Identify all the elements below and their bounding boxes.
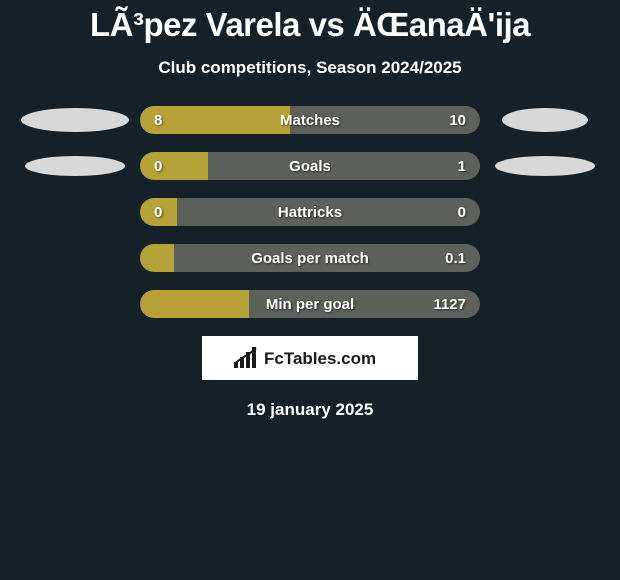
stat-rows: 8Matches100Goals10Hattricks0Goals per ma…: [0, 106, 620, 318]
left-ellipse-icon: [21, 108, 129, 132]
stat-bar: 0Goals1: [140, 152, 480, 180]
subtitle: Club competitions, Season 2024/2025: [0, 58, 620, 78]
left-side: [10, 290, 140, 318]
left-side: [10, 106, 140, 134]
stat-bar: 0Hattricks0: [140, 198, 480, 226]
stat-row: 8Matches10: [0, 106, 620, 134]
right-side: [480, 106, 610, 134]
right-side: [480, 244, 610, 272]
date-label: 19 january 2025: [0, 400, 620, 420]
left-ellipse-icon: [25, 156, 125, 176]
stat-row: 0Goals1: [0, 152, 620, 180]
stat-bar: Goals per match0.1: [140, 244, 480, 272]
stat-right-value: 1: [458, 158, 466, 175]
stat-label: Min per goal: [140, 296, 480, 313]
left-side: [10, 152, 140, 180]
left-side: [10, 244, 140, 272]
stat-row: Min per goal1127: [0, 290, 620, 318]
page-title: LÃ³pez Varela vs ÄŒanaÄ'ija: [0, 6, 620, 44]
right-ellipse-icon: [502, 108, 588, 132]
stat-label: Hattricks: [140, 204, 480, 221]
stat-right-value: 0.1: [445, 250, 466, 267]
stat-label: Matches: [140, 112, 480, 129]
stat-bar: 8Matches10: [140, 106, 480, 134]
stat-row: Goals per match0.1: [0, 244, 620, 272]
right-side: [480, 290, 610, 318]
stat-label: Goals: [140, 158, 480, 175]
stat-label: Goals per match: [140, 250, 480, 267]
right-side: [480, 152, 610, 180]
fctables-logo: FcTables.com: [230, 344, 390, 372]
stat-right-value: 10: [449, 112, 466, 129]
logo-box: FcTables.com: [202, 336, 418, 380]
stat-row: 0Hattricks0: [0, 198, 620, 226]
logo-text: FcTables.com: [264, 349, 376, 368]
stat-bar: Min per goal1127: [140, 290, 480, 318]
stat-right-value: 1127: [433, 296, 466, 313]
left-side: [10, 198, 140, 226]
right-ellipse-icon: [495, 156, 595, 176]
infographic-container: LÃ³pez Varela vs ÄŒanaÄ'ija Club competi…: [0, 0, 620, 420]
stat-right-value: 0: [458, 204, 466, 221]
right-side: [480, 198, 610, 226]
